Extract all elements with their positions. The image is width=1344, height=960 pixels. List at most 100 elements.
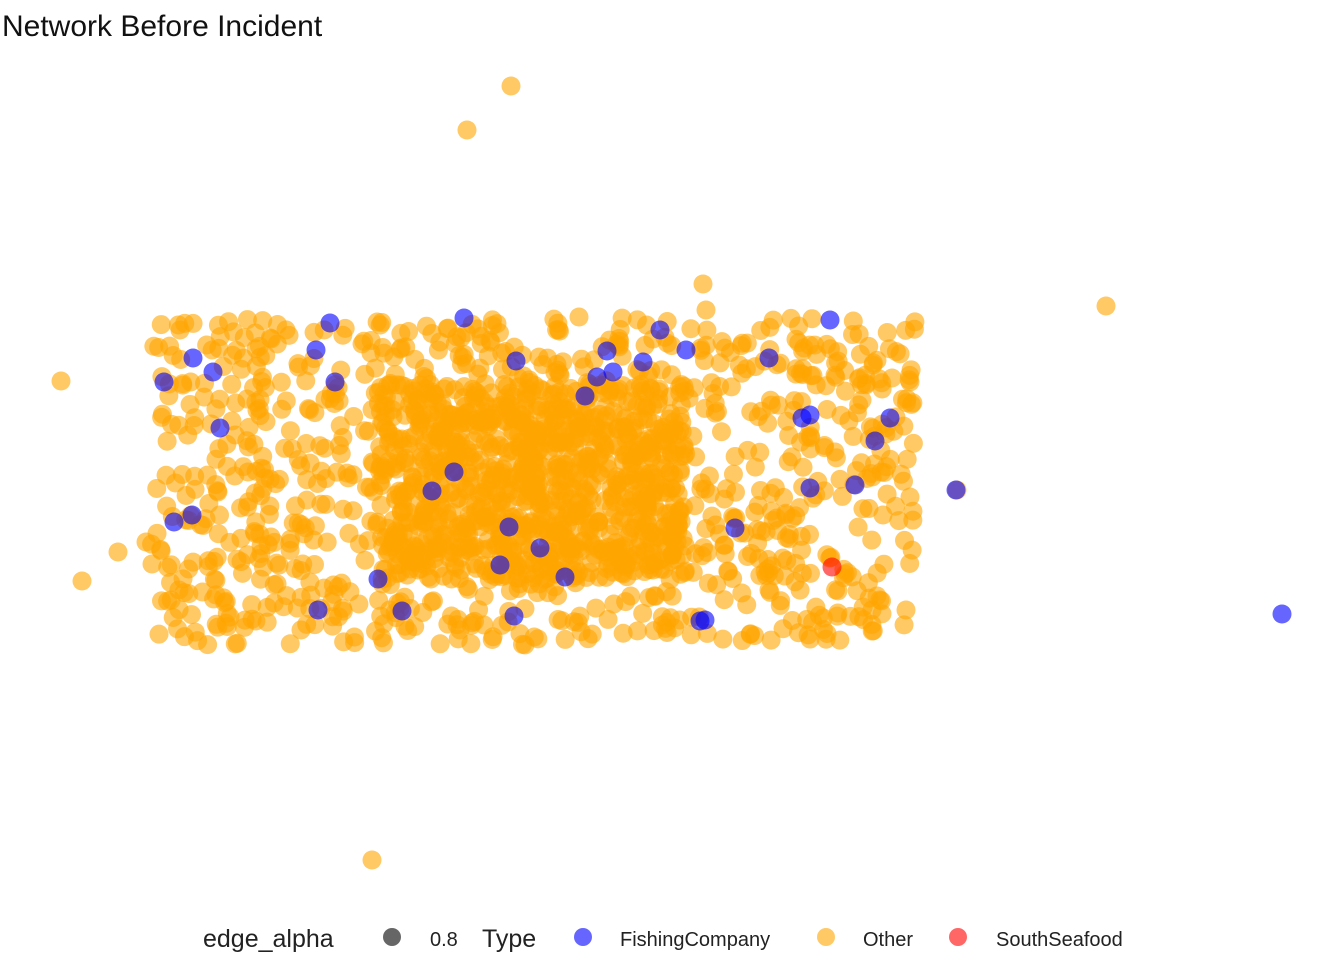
point-other xyxy=(792,563,812,583)
point-other xyxy=(170,320,190,340)
point-other xyxy=(460,541,480,561)
point-other xyxy=(545,411,565,431)
point-other xyxy=(246,356,266,376)
point-other xyxy=(691,479,711,499)
point-other xyxy=(670,610,690,630)
point-other xyxy=(246,339,266,359)
point-other xyxy=(705,403,725,423)
point-other xyxy=(417,556,437,576)
point-other xyxy=(670,463,690,483)
point-fishingcompany xyxy=(575,386,595,406)
point-other xyxy=(457,120,477,140)
point-other xyxy=(323,616,343,636)
point-other xyxy=(737,595,757,615)
point-other xyxy=(897,449,917,469)
point-other xyxy=(895,530,915,550)
point-other xyxy=(547,320,567,340)
network-scatter-plot xyxy=(51,76,1292,870)
point-other xyxy=(151,315,171,335)
point-other xyxy=(475,374,495,394)
point-other xyxy=(157,431,177,451)
point-other xyxy=(434,379,454,399)
point-other xyxy=(707,575,727,595)
point-other xyxy=(896,600,916,620)
point-other xyxy=(751,480,771,500)
point-other xyxy=(627,310,647,330)
point-other xyxy=(197,335,217,355)
point-other xyxy=(253,311,273,331)
point-other xyxy=(136,532,156,552)
point-other xyxy=(725,446,745,466)
point-fishingcompany xyxy=(1272,604,1292,624)
point-other xyxy=(867,563,887,583)
point-other xyxy=(711,422,731,442)
point-other xyxy=(169,600,189,620)
point-other xyxy=(546,501,566,521)
point-other xyxy=(642,447,662,467)
point-other xyxy=(225,425,245,445)
point-other xyxy=(893,471,913,491)
point-other xyxy=(773,619,793,639)
point-other xyxy=(427,542,447,562)
point-other xyxy=(835,381,855,401)
point-other xyxy=(1096,296,1116,316)
point-other xyxy=(555,629,575,649)
point-other xyxy=(686,447,706,467)
point-other xyxy=(800,524,820,544)
point-other xyxy=(621,453,641,473)
point-other xyxy=(499,468,519,488)
series-other-points xyxy=(51,76,1116,870)
point-other xyxy=(636,486,656,506)
point-other xyxy=(361,330,381,350)
point-fishingcompany xyxy=(603,362,623,382)
legend-label-edge-alpha-value: 0.8 xyxy=(430,929,458,951)
point-fishingcompany xyxy=(725,518,745,538)
point-other xyxy=(208,482,228,502)
point-other xyxy=(349,534,369,554)
series-fishingcompany-points xyxy=(154,308,1292,631)
point-other xyxy=(368,382,388,402)
point-other xyxy=(605,492,625,512)
point-other xyxy=(598,553,618,573)
point-other xyxy=(260,328,280,348)
point-other xyxy=(528,425,548,445)
point-other xyxy=(867,350,887,370)
point-other xyxy=(533,380,553,400)
point-other xyxy=(330,416,350,436)
point-other xyxy=(362,850,382,870)
point-other xyxy=(234,617,254,637)
point-other xyxy=(169,580,189,600)
legend: edge_alpha 0.8 Type FishingCompany Other… xyxy=(203,925,1123,953)
point-other xyxy=(613,623,633,643)
point-fishingcompany xyxy=(203,362,223,382)
point-other xyxy=(176,485,196,505)
point-other xyxy=(709,524,729,544)
point-other xyxy=(826,580,846,600)
point-other xyxy=(398,621,418,641)
point-fishingcompany xyxy=(183,348,203,368)
point-other xyxy=(894,615,914,635)
point-other xyxy=(825,442,845,462)
point-other xyxy=(448,629,468,649)
point-other xyxy=(904,319,924,339)
point-other xyxy=(657,526,677,546)
legend-label-other: Other xyxy=(863,929,913,951)
point-other xyxy=(848,517,868,537)
point-other xyxy=(827,606,847,626)
point-other xyxy=(344,627,364,647)
point-other xyxy=(269,469,289,489)
point-other xyxy=(589,567,609,587)
point-other xyxy=(825,365,845,385)
point-other xyxy=(790,580,810,600)
point-other xyxy=(558,400,578,420)
point-other xyxy=(280,634,300,654)
point-other xyxy=(466,558,486,578)
point-other xyxy=(528,463,548,483)
legend-title-edge-alpha: edge_alpha xyxy=(203,925,334,953)
point-other xyxy=(411,409,431,429)
point-other xyxy=(696,335,716,355)
point-other xyxy=(740,624,760,644)
point-other xyxy=(246,392,266,412)
point-other xyxy=(569,307,589,327)
point-other xyxy=(366,621,386,641)
